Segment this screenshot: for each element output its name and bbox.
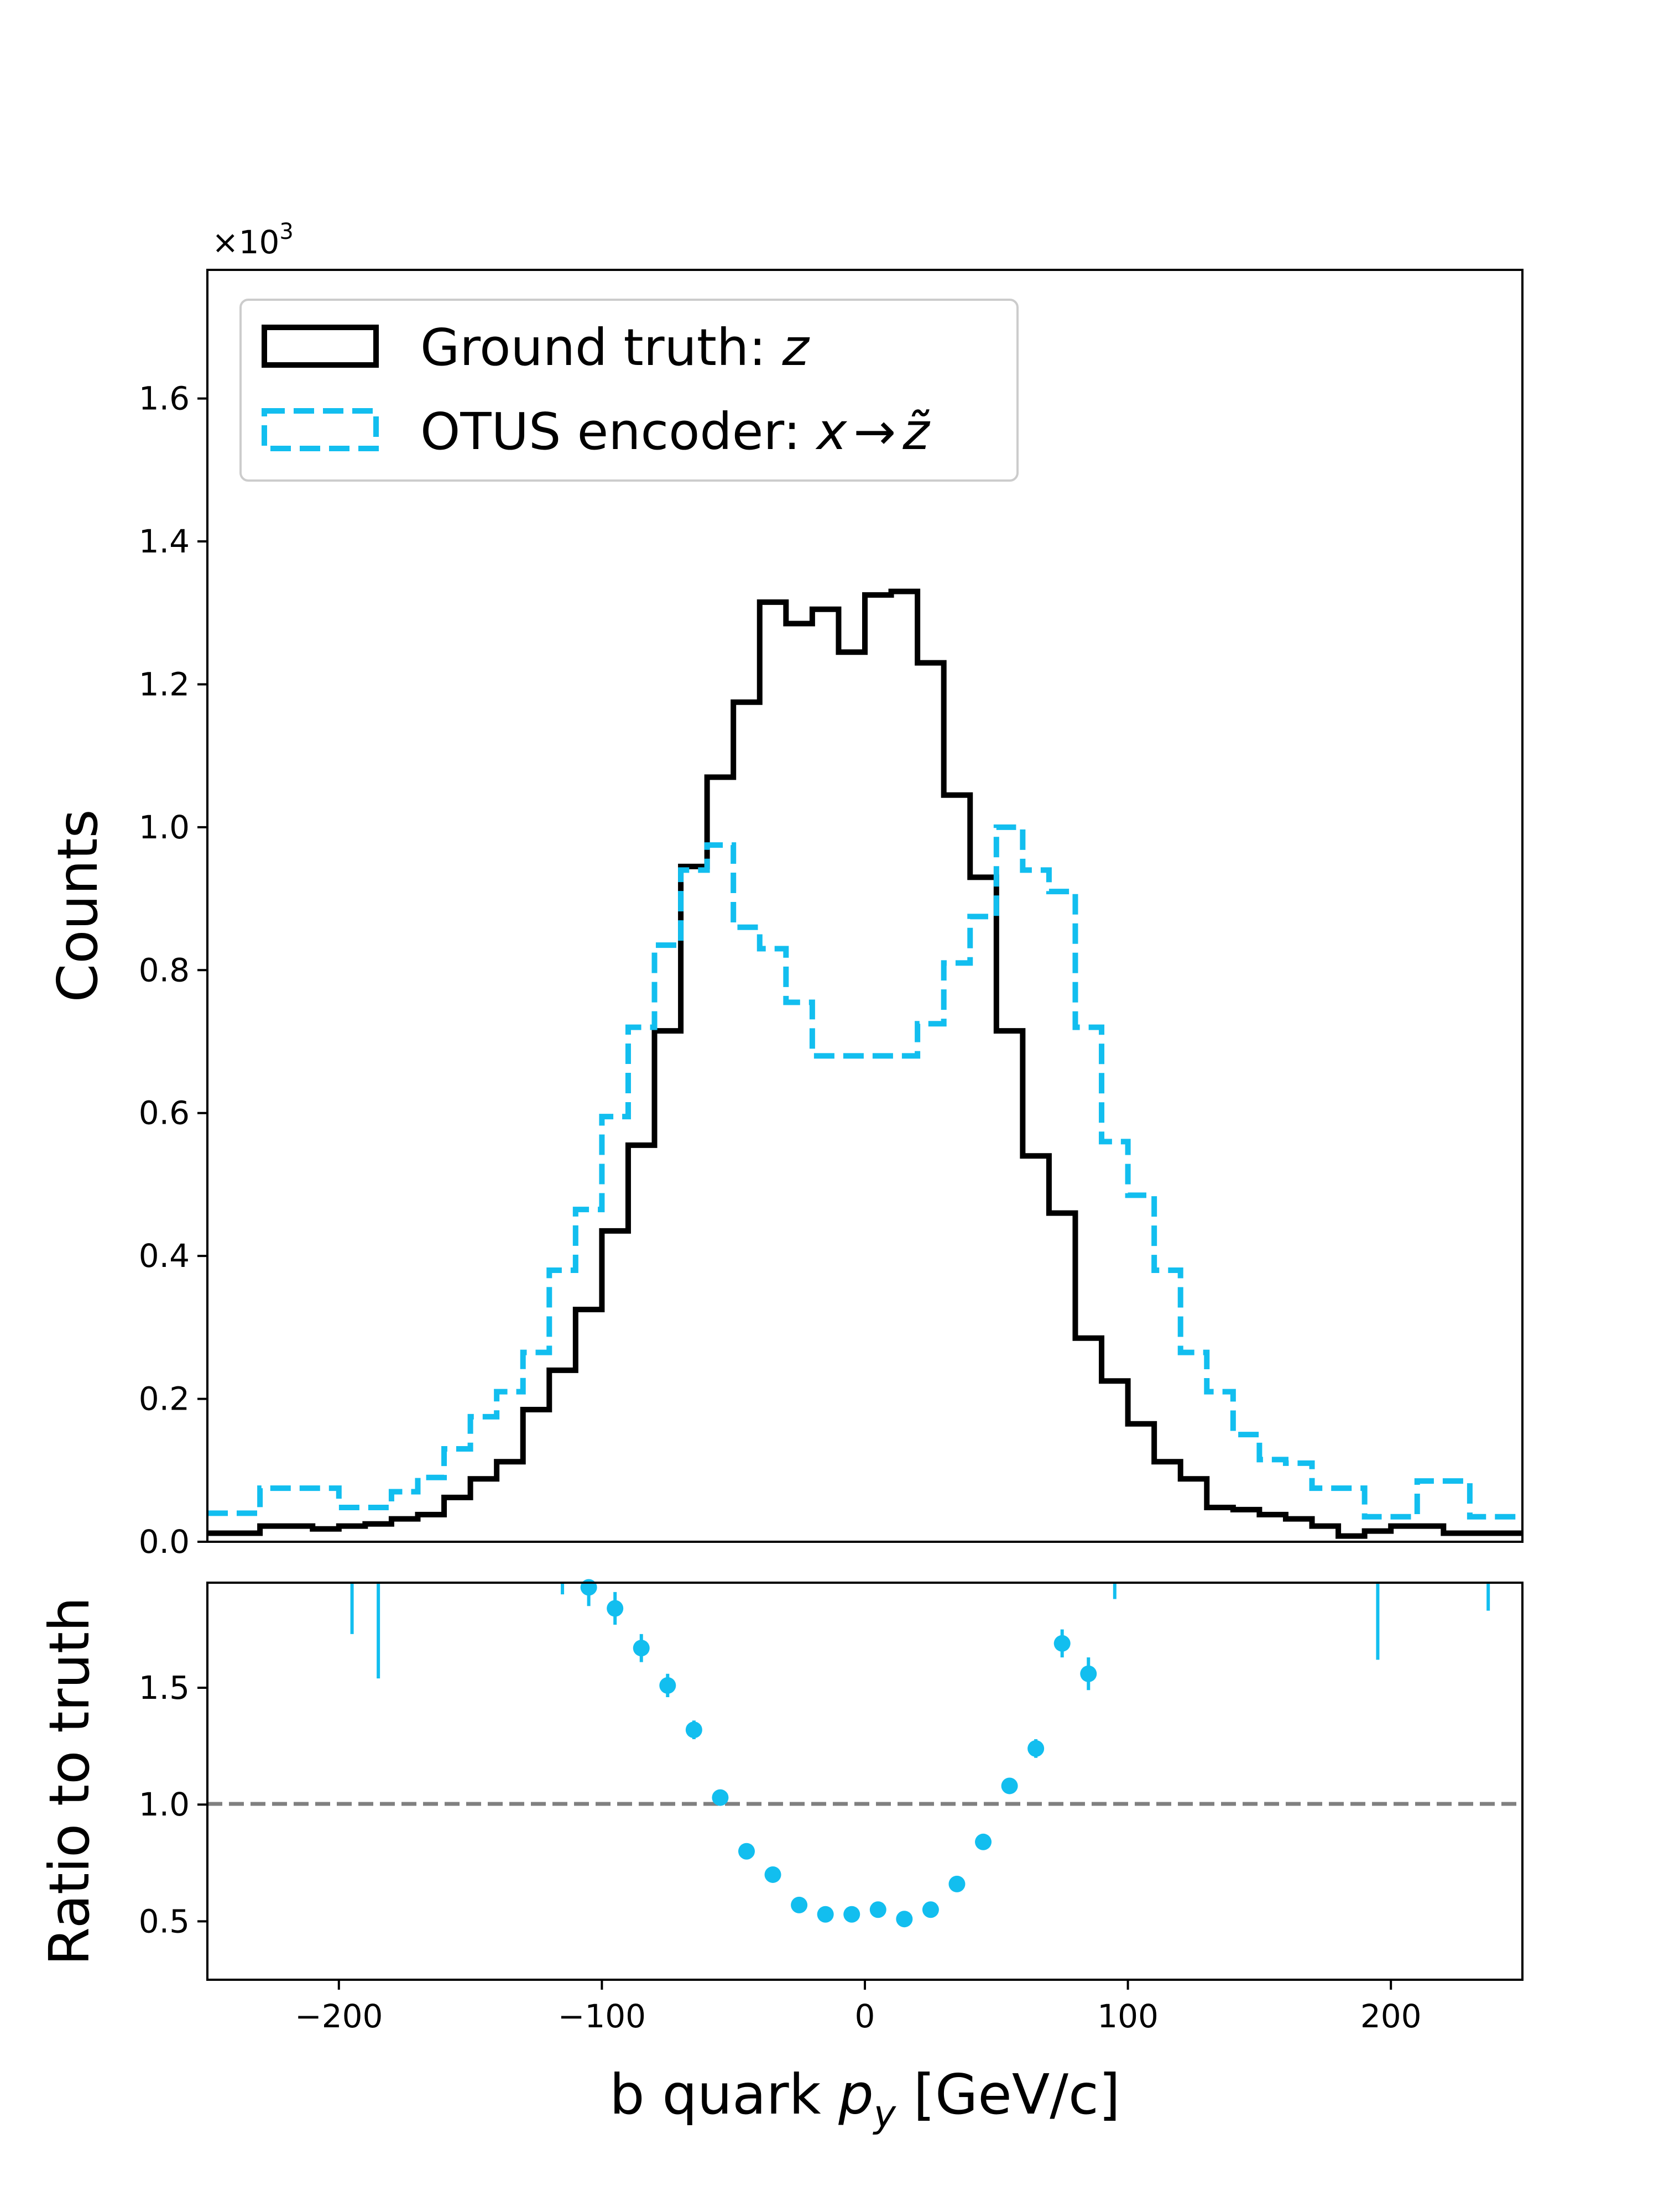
ratio-point	[1027, 1740, 1045, 1757]
ratio-point	[817, 1906, 834, 1923]
ratio-point	[764, 1866, 781, 1883]
main-y-tick-label: 0.4	[139, 1237, 190, 1275]
x-tick-label: −200	[295, 1997, 383, 2035]
ratio-point	[869, 1901, 886, 1918]
legend-frame	[239, 299, 1019, 482]
ratio-point	[1053, 1635, 1071, 1652]
main-y-tick-label: 1.0	[139, 808, 190, 846]
ratio-point	[607, 1600, 624, 1617]
ratio-point	[685, 1721, 702, 1739]
ratio-point	[738, 1843, 755, 1860]
main-y-tick-label: 1.4	[139, 523, 190, 560]
series-ground-truth-histogram	[207, 588, 1522, 1539]
x-tick-label: 100	[1097, 1997, 1159, 2035]
main-y-tick-label: 0.8	[139, 951, 190, 989]
ratio-point	[1001, 1777, 1018, 1794]
ratio-point	[1080, 1665, 1097, 1682]
ratio-point	[922, 1901, 939, 1918]
ratio-y-tick-label: 1.0	[139, 1786, 190, 1823]
x-tick-label: 200	[1360, 1997, 1422, 2035]
ratio-y-ticks: 0.5 1.0 1.5	[139, 1669, 207, 1940]
ratio-point	[948, 1875, 966, 1892]
ratio-y-axis-label: Ratio to truth	[37, 1597, 102, 1966]
series-otus-encoder-histogram	[207, 824, 1522, 1520]
ratio-point	[791, 1896, 808, 1913]
ratio-point	[975, 1833, 992, 1850]
main-histogram-panel: 0.00.20.40.60.81.01.21.41.6 ×103 Counts …	[45, 219, 1524, 1561]
main-y-tick-label: 1.6	[139, 380, 190, 418]
ratio-point	[659, 1677, 676, 1694]
main-y-ticks: 0.0 0.2 0.4 0.6 0.8 1.0 1.2 1.4 1.6	[139, 380, 207, 1561]
ratio-panel: 0.5 1.0 1.5 −200 −100 0 100 200 Ratio to truth…	[37, 1579, 1524, 2136]
main-plot-frame	[206, 269, 1524, 1543]
ratio-point	[896, 1911, 913, 1928]
ratio-point	[843, 1906, 860, 1923]
legend: Ground truth: z OTUS encoder: x → z̃	[239, 299, 1019, 482]
x-axis-label: b quark py [GeV/c]	[609, 2062, 1120, 2136]
ratio-y-tick-label: 1.5	[139, 1669, 190, 1707]
main-y-tick-label: 1.2	[139, 665, 190, 703]
legend-swatch-otus-encoder	[262, 408, 379, 451]
ratio-x-ticks: −200 −100 0 100 200	[295, 1980, 1422, 2035]
main-series-group	[207, 588, 1522, 1539]
legend-swatch-ground-truth	[262, 325, 379, 368]
ratio-point	[712, 1789, 729, 1806]
x-tick-label: 0	[855, 1997, 875, 2035]
main-y-tick-label: 0.0	[139, 1523, 190, 1561]
main-y-tick-label: 0.6	[139, 1094, 190, 1132]
legend-label-otus-encoder: OTUS encoder: x → z̃	[420, 402, 930, 461]
legend-label-ground-truth: Ground truth: z	[420, 318, 810, 377]
ratio-point	[580, 1579, 597, 1596]
ratio-points-group	[350, 1579, 1490, 1928]
ratio-point	[633, 1640, 650, 1657]
ratio-y-tick-label: 0.5	[139, 1902, 190, 1940]
main-y-axis-label: Counts	[45, 809, 110, 1002]
main-y-tick-label: 0.2	[139, 1380, 190, 1418]
x-tick-label: −100	[558, 1997, 646, 2035]
